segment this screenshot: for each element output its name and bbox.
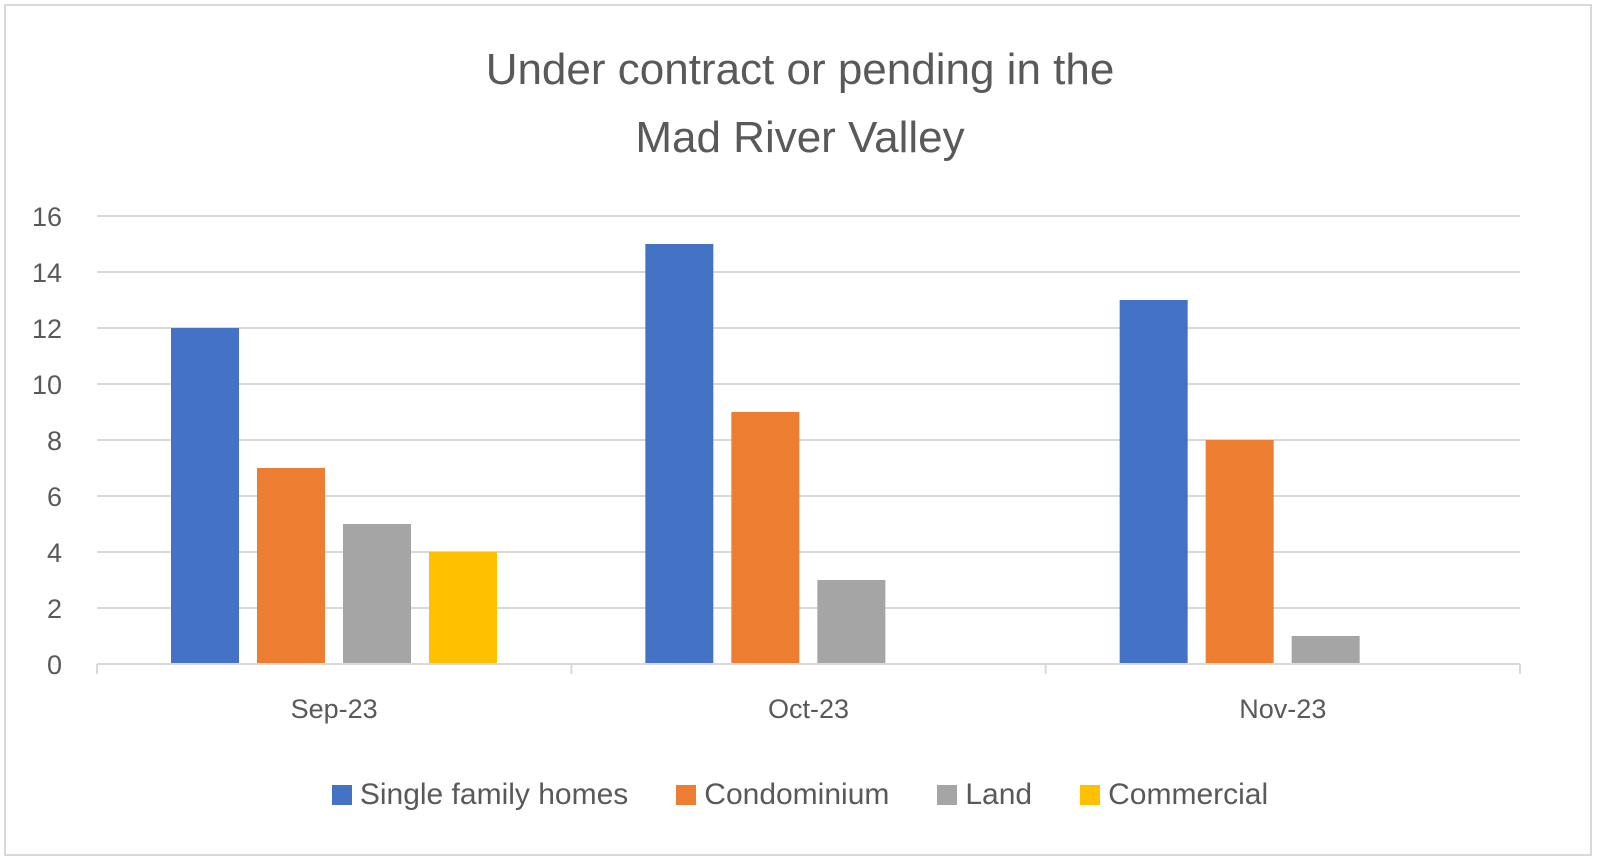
- legend-swatch: [331, 785, 352, 805]
- bars: [171, 244, 1360, 664]
- y-tick-label: 6: [47, 482, 62, 512]
- x-tick-label: Nov-23: [1239, 694, 1326, 724]
- bar-condominium-oct-23: [731, 412, 800, 664]
- bar-condominium-nov-23: [1205, 440, 1274, 664]
- y-axis-ticks: 0 2 4 6 8 10 12 14 16: [32, 202, 62, 680]
- y-tick-label: 8: [47, 426, 62, 456]
- x-axis-ticks: Sep-23 Oct-23 Nov-23: [291, 694, 1327, 724]
- chart-title-line-2: Mad River Valley: [635, 113, 965, 162]
- legend-item: Condominium: [676, 778, 889, 812]
- bar-single-family-homes-nov-23: [1119, 300, 1188, 664]
- bar-land-nov-23: [1291, 636, 1360, 664]
- bar-single-family-homes-oct-23: [645, 244, 714, 664]
- bar-commercial-sep-23: [429, 552, 497, 664]
- bar-condominium-sep-23: [257, 468, 325, 664]
- legend-item: Land: [937, 778, 1032, 812]
- x-tick-label: Sep-23: [291, 694, 378, 724]
- x-axis: [96, 663, 1521, 674]
- legend-swatch: [937, 785, 958, 805]
- legend-label: Land: [965, 778, 1033, 811]
- y-tick-label: 10: [32, 370, 62, 400]
- bar-land-oct-23: [817, 580, 886, 664]
- legend-swatch: [1080, 785, 1101, 805]
- y-tick-label: 16: [32, 202, 62, 232]
- legend: Single family homes Condominium Land Commer…: [0, 778, 1600, 812]
- legend-swatch: [676, 785, 697, 805]
- chart-title-line-1: Under contract or pending in the: [485, 45, 1115, 94]
- y-tick-label: 0: [47, 650, 62, 680]
- y-tick-label: 14: [32, 258, 62, 288]
- x-tick-label: Oct-23: [768, 694, 849, 724]
- legend-label: Condominium: [704, 778, 890, 811]
- bar-single-family-homes-sep-23: [171, 328, 239, 664]
- gridlines: [97, 215, 1520, 609]
- legend-label: Single family homes: [359, 778, 629, 811]
- y-tick-label: 4: [47, 538, 62, 568]
- legend-item: Commercial: [1080, 778, 1268, 812]
- legend-label: Commercial: [1108, 778, 1269, 811]
- bar-land-sep-23: [343, 524, 411, 664]
- y-tick-label: 12: [32, 314, 62, 344]
- legend-item: Single family homes: [331, 778, 629, 812]
- y-tick-label: 2: [47, 594, 62, 624]
